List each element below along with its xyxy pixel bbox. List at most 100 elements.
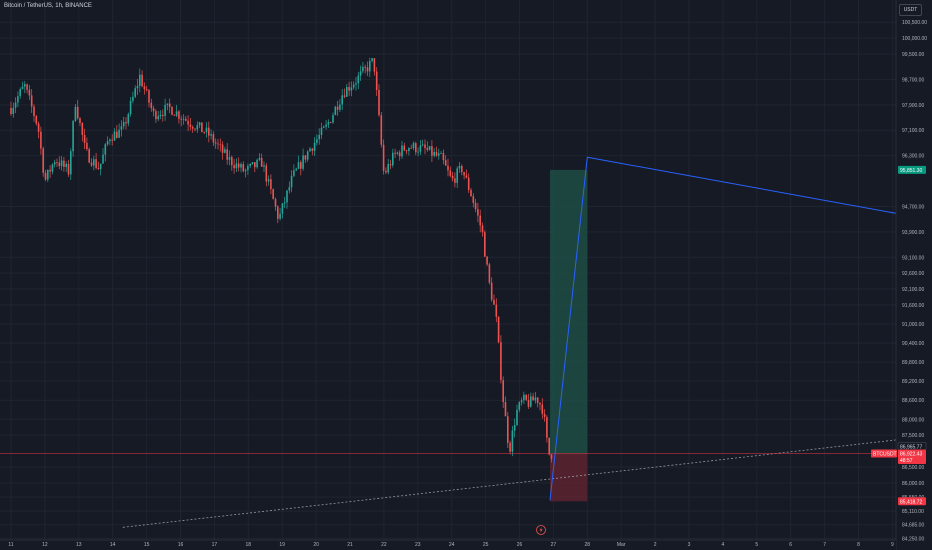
x-tick-label: 17 bbox=[212, 542, 218, 548]
x-tick-label: 20 bbox=[313, 542, 319, 548]
candle-body bbox=[274, 199, 277, 207]
candle-body bbox=[12, 107, 15, 115]
candle-body bbox=[369, 60, 371, 72]
candle-body bbox=[300, 162, 302, 169]
candle-body bbox=[507, 416, 509, 443]
y-tick-label: 86,000.00 bbox=[902, 481, 924, 487]
candle-body bbox=[74, 106, 77, 121]
lightning-icon[interactable] bbox=[536, 525, 546, 535]
candle-body bbox=[171, 107, 173, 115]
candle-body bbox=[320, 127, 323, 135]
y-tick-label: 88,600.00 bbox=[902, 398, 924, 404]
price-tag bbox=[898, 449, 926, 458]
candle-body bbox=[148, 90, 150, 103]
candle-body bbox=[309, 148, 311, 152]
candle-body bbox=[10, 108, 12, 115]
candle-body bbox=[219, 144, 222, 146]
x-tick-label: 19 bbox=[279, 542, 285, 548]
x-tick-label: 11 bbox=[8, 542, 13, 548]
candle-body bbox=[401, 145, 403, 157]
y-tick-label: 89,200.00 bbox=[902, 379, 924, 385]
candle-body bbox=[288, 187, 291, 191]
y-tick-label: 91,600.00 bbox=[902, 303, 924, 309]
candle-body bbox=[99, 163, 102, 170]
candle-body bbox=[120, 126, 123, 130]
candle-body bbox=[86, 142, 88, 150]
candle-body bbox=[415, 143, 417, 153]
candle-body bbox=[543, 413, 546, 418]
x-tick-label: 14 bbox=[110, 542, 116, 548]
candle-body bbox=[93, 159, 95, 166]
candle-body bbox=[302, 155, 304, 169]
candle-body bbox=[279, 213, 281, 219]
candle-body bbox=[389, 164, 392, 166]
candle-body bbox=[182, 118, 185, 120]
candle-body bbox=[189, 124, 192, 127]
candle-body bbox=[323, 126, 325, 128]
candle-body bbox=[534, 397, 537, 401]
candle-body bbox=[392, 152, 394, 166]
candle-body bbox=[21, 86, 24, 90]
price-tag-label: 85,418.72 bbox=[900, 499, 922, 505]
x-tick-label: 8 bbox=[857, 542, 860, 548]
candle-body bbox=[403, 145, 406, 151]
candle-body bbox=[256, 159, 258, 168]
y-tick-label: 92,100.00 bbox=[902, 287, 924, 293]
candle-body bbox=[14, 102, 17, 108]
candle-body bbox=[198, 122, 201, 126]
candle-body bbox=[546, 417, 548, 438]
candle-body bbox=[81, 122, 84, 135]
candle-body bbox=[424, 144, 426, 149]
y-tick-label: 94,700.00 bbox=[902, 204, 924, 210]
candle-body bbox=[235, 163, 238, 169]
y-tick-label: 84,685.00 bbox=[902, 523, 924, 529]
candle-body bbox=[267, 179, 270, 182]
candle-body bbox=[479, 215, 481, 226]
price-tag bbox=[898, 165, 926, 174]
candle-body bbox=[408, 147, 410, 152]
candle-body bbox=[226, 149, 228, 160]
candle-body bbox=[440, 153, 442, 154]
candle-body bbox=[53, 162, 56, 165]
x-tick-label: 3 bbox=[688, 542, 691, 548]
candle-body bbox=[493, 299, 495, 305]
candle-body bbox=[217, 143, 219, 145]
candle-body bbox=[348, 87, 350, 91]
candle-body bbox=[157, 116, 159, 120]
candle-body bbox=[536, 397, 539, 403]
candle-body bbox=[47, 169, 49, 180]
candle-body bbox=[155, 111, 157, 120]
candle-body bbox=[293, 170, 295, 176]
candle-body bbox=[159, 114, 162, 117]
candle-body bbox=[56, 162, 58, 164]
candle-body bbox=[139, 74, 141, 86]
y-tick-label: 88,000.00 bbox=[902, 417, 924, 423]
candle-body bbox=[550, 454, 553, 459]
candle-body bbox=[88, 149, 90, 163]
candle-body bbox=[495, 304, 498, 317]
currency-selector[interactable]: USDT bbox=[899, 4, 922, 16]
candle-body bbox=[83, 134, 86, 143]
candle-body bbox=[26, 84, 28, 90]
candle-body bbox=[228, 157, 231, 160]
candle-body bbox=[28, 89, 31, 96]
candle-body bbox=[378, 89, 380, 116]
y-tick-label: 86,500.00 bbox=[902, 465, 924, 471]
candle-body bbox=[329, 122, 332, 123]
candle-body bbox=[426, 148, 429, 150]
candle-body bbox=[410, 147, 412, 149]
candle-body bbox=[237, 163, 240, 168]
candle-body bbox=[60, 160, 63, 167]
candle-body bbox=[375, 71, 378, 90]
y-tick-label: 84,250.00 bbox=[902, 536, 924, 542]
candle-body bbox=[175, 111, 178, 116]
candle-body bbox=[355, 83, 357, 85]
candle-body bbox=[412, 143, 415, 148]
candle-body bbox=[185, 118, 187, 121]
candle-body bbox=[433, 152, 435, 156]
candle-body bbox=[145, 89, 148, 91]
candle-body bbox=[136, 85, 139, 89]
y-tick-label: 89,800.00 bbox=[902, 360, 924, 366]
